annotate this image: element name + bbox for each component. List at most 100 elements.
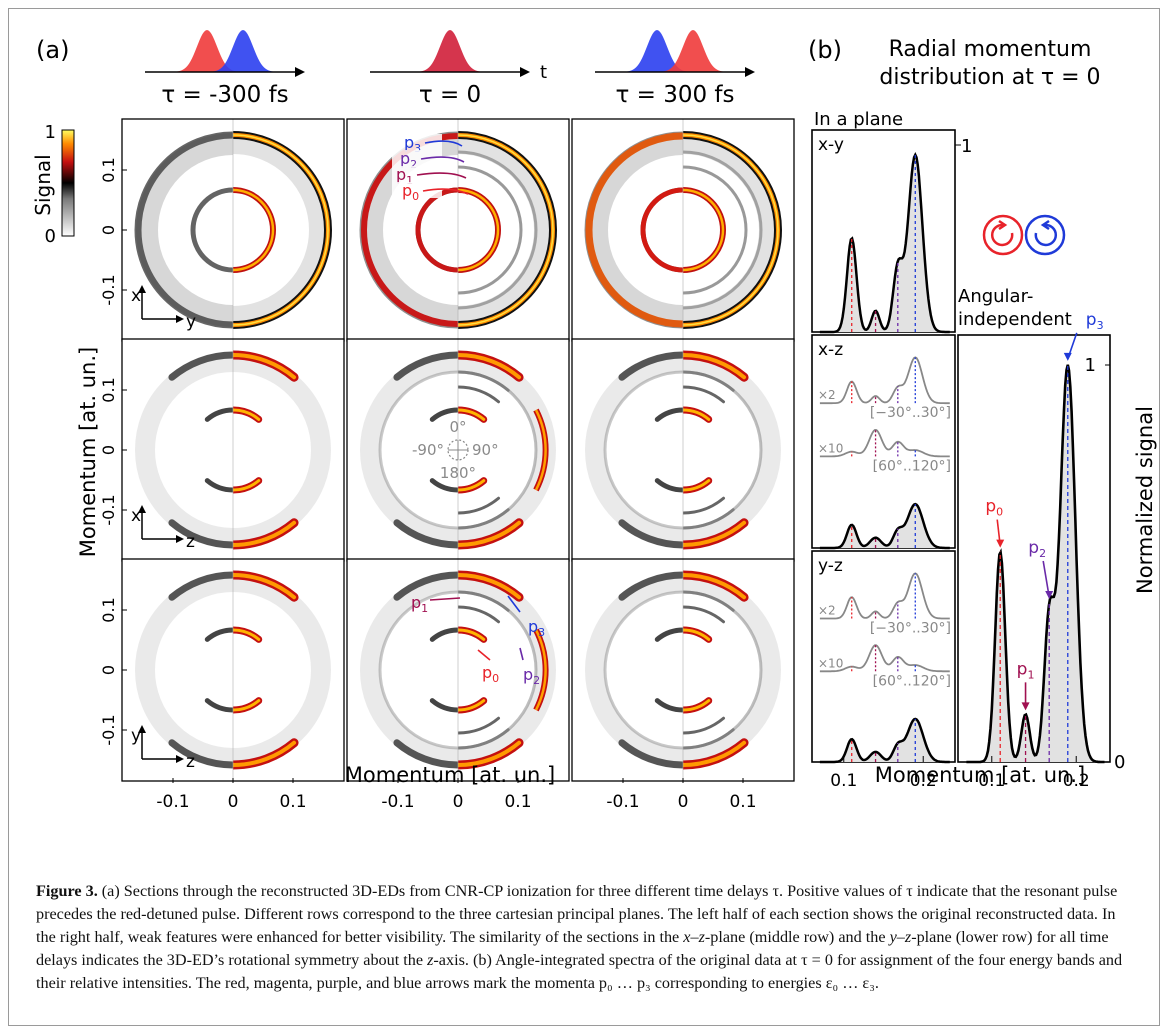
section-r0-c0: 0.1 0 -0.1 x y: [99, 118, 345, 342]
spectrum-frame: [811, 334, 956, 549]
lobe-arc: [233, 628, 261, 641]
lobe-arc: [204, 407, 233, 422]
x-tick-label: 0.1: [978, 771, 1005, 791]
inner-ring-bright: [683, 188, 725, 272]
scale-x10: ×10: [818, 656, 843, 670]
in-plane-spectrum: x-z ×2 [−30°..30°] ×10 [60°..120°]: [811, 334, 956, 550]
diffuse-ring: [683, 352, 781, 548]
diffuse-ring: [360, 352, 458, 548]
diffuse-ring: [683, 572, 781, 768]
section-r2-c0: 0.1 0 -0.1 y z -0.1 0 0.1: [99, 558, 345, 812]
range-2: [60°..120°]: [873, 458, 951, 474]
pulse: [663, 30, 723, 72]
lobe-arc: [618, 351, 683, 381]
lobe-arc: [458, 699, 486, 712]
lobe-arc: [429, 478, 458, 493]
panel-b-title-2: distribution at τ = 0: [879, 65, 1100, 90]
axis-arrow-h: [176, 755, 184, 763]
y-tick-label: 1: [961, 136, 972, 157]
inner-ring-color: [415, 187, 458, 273]
outer-ring-core: [458, 134, 554, 326]
angle-label-left: -90°: [412, 441, 444, 459]
slice-90: [819, 428, 950, 458]
lobe-arc: [233, 699, 261, 712]
lobe-arc: [683, 628, 711, 641]
y-tick-label: 0.1: [99, 597, 118, 622]
colorbar-label: Signal: [31, 154, 55, 215]
axis-arrow-h: [176, 535, 184, 543]
lobe-arc: [233, 520, 297, 547]
momentum-sections-grid: 0.10-0.1 xy0.10-0.1 xz0.10-0.1 yz-0.1 0 0.1 -0…: [99, 118, 795, 812]
spectrum-frame: [811, 129, 956, 333]
lobe-arc: [458, 573, 522, 600]
x-tick-label: 0.1: [504, 792, 531, 812]
section-right-half: [683, 350, 781, 550]
x-tick-label: -0.1: [156, 792, 189, 812]
lobe-arc: [393, 571, 458, 601]
diffuse-ring: [135, 352, 233, 548]
ring-label-bg: [392, 150, 442, 166]
peak-arrow-head: [1021, 702, 1030, 711]
lobe-arc: [458, 520, 522, 547]
section-r2-c2: -0.1 0 0.1: [571, 558, 795, 812]
section-left-half: [360, 351, 458, 549]
lobe-arc: [204, 627, 233, 642]
section-left-half: [584, 131, 683, 329]
lobe-arc: [683, 740, 747, 767]
axis-indicator-h-label: y: [186, 312, 196, 332]
angular-label-2: independent: [958, 309, 1072, 330]
lobe-arc: [233, 353, 297, 380]
y-tick-label: -0.1: [99, 274, 118, 305]
figure-frame: [8, 8, 1160, 1026]
panel-a-y-axis-label: Momentum [at. un.]: [76, 347, 100, 557]
colorbar-min: 0: [45, 226, 56, 247]
section-right-half: [233, 350, 331, 550]
angular-spectrum-fill: [966, 364, 1106, 762]
caption-axis-z: z: [427, 951, 434, 969]
y-tick-label: 0: [99, 665, 118, 675]
y-tick-label: -0.1: [99, 494, 118, 525]
diffuse-ring: [586, 133, 683, 327]
section-left-half: [134, 131, 233, 329]
lobe-arc: [393, 351, 458, 381]
y-tick-label-1: 1: [1085, 355, 1096, 376]
angle-label-right: 90°: [472, 441, 499, 459]
diffuse-ring: [233, 134, 329, 326]
peak-arrow-head: [996, 539, 1005, 548]
delay-label: τ = -300 fs: [161, 82, 288, 108]
spectrum-frame: [811, 550, 956, 763]
panel-b-y-axis-label: Normalized signal: [1133, 406, 1157, 594]
lobe-arc: [683, 716, 725, 735]
diffuse-ring: [361, 133, 458, 327]
diffuse-ring: [585, 352, 683, 548]
x-tick-label: 0.1: [279, 792, 306, 812]
lobe-arc: [458, 605, 500, 624]
range-1: [−30°..30°]: [870, 621, 951, 637]
lobe-arc: [654, 627, 683, 642]
range-2: [60°..120°]: [873, 673, 951, 689]
full-spectrum: [819, 717, 950, 764]
x-tick-label: -0.1: [381, 792, 414, 812]
slice-30: [819, 356, 950, 405]
left-circular-icon: [982, 214, 1024, 256]
time-axis-arrow: [520, 67, 530, 77]
range-1: [−30°..30°]: [870, 405, 951, 421]
pulse: [627, 30, 687, 72]
section-right-half: [683, 131, 782, 329]
scale-x2: ×2: [818, 604, 836, 618]
outer-ring-color: [361, 133, 458, 327]
caption-text-2: -plane (middle row) and the: [704, 928, 890, 946]
section-r1-c2: [571, 338, 795, 562]
diffuse-ring: [683, 134, 779, 326]
section-r1-c0: 0.1 0 -0.1 x z: [99, 338, 345, 562]
right-circular-icon: [1024, 214, 1066, 256]
arrow-p3: [507, 595, 521, 613]
side-lobe-bright: [534, 629, 547, 711]
radial-spectra: x-y 1 x-z ×2 [−30°..30°] ×10 [60°..120°] y-z ×2 […: [811, 129, 1125, 791]
slice-90: [819, 644, 950, 673]
side-ring: [603, 370, 683, 530]
side-ring: [683, 370, 763, 530]
caption-plane-xz: x–z: [683, 928, 705, 946]
lobe-arc: [393, 519, 458, 549]
